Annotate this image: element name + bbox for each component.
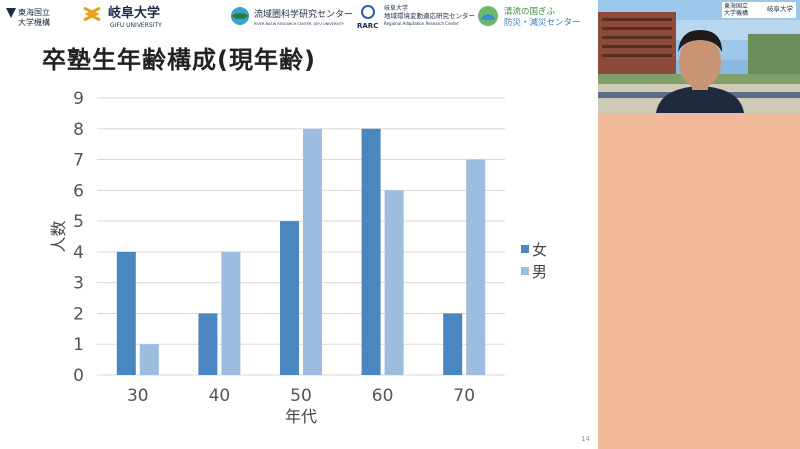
y-tick-label: 2 bbox=[73, 304, 84, 324]
bar-male-50 bbox=[303, 128, 322, 375]
badge-line1: 東海国立 bbox=[724, 3, 749, 10]
svg-text:地域環境変動適応研究センター: 地域環境変動適応研究センター bbox=[384, 11, 475, 20]
tokai-logo: 東海国立 大学機構 bbox=[6, 7, 50, 27]
legend-swatch-male bbox=[521, 267, 529, 275]
svg-text:Regional Adaptation Research C: Regional Adaptation Research Center bbox=[384, 21, 459, 26]
x-tick-label: 70 bbox=[453, 386, 475, 406]
legend-swatch-female bbox=[521, 245, 529, 253]
bar-male-70 bbox=[466, 159, 486, 375]
slide-title: 卒塾生年齢構成(現年齢) bbox=[42, 46, 316, 74]
bar-chart: 0 1 2 3 4 5 6 7 8 9 30 40 50 60 70 年代 人数女男 bbox=[49, 89, 547, 426]
svg-text:東海国立: 東海国立 bbox=[18, 7, 50, 17]
badge-line2: 大学機構 bbox=[724, 10, 749, 17]
bar-male-60 bbox=[384, 190, 404, 375]
bar-female-30 bbox=[116, 251, 136, 375]
y-tick-label: 1 bbox=[73, 335, 84, 355]
bar-female-40 bbox=[198, 313, 218, 375]
y-tick-label: 9 bbox=[73, 89, 84, 109]
gifu-univ-logo: 岐阜大学 GIFU UNIVERSITY bbox=[83, 5, 162, 29]
svg-text:流域圏科学研究センター: 流域圏科学研究センター bbox=[254, 8, 353, 20]
y-tick-label: 4 bbox=[73, 243, 84, 263]
svg-text:岐阜大学: 岐阜大学 bbox=[384, 4, 408, 12]
svg-text:RARC: RARC bbox=[357, 22, 378, 30]
badge-univ: 岐阜大学 bbox=[767, 5, 793, 13]
svg-text:GIFU UNIVERSITY: GIFU UNIVERSITY bbox=[110, 22, 162, 29]
legend-label-female: 女 bbox=[532, 241, 547, 259]
disaster-center-logo: 清流の国ぎふ 防災・減災センター bbox=[478, 6, 581, 28]
bar-female-50 bbox=[280, 221, 299, 375]
x-axis-title: 年代 bbox=[285, 407, 317, 426]
river-basin-logo: 流域圏科学研究センター RIVER BASIN RESEARCH CENTER,… bbox=[231, 7, 353, 26]
y-tick-label: 7 bbox=[73, 151, 84, 171]
rarc-logo: RARC 岐阜大学 地域環境変動適応研究センター Regional Adapta… bbox=[357, 4, 475, 30]
bar-male-30 bbox=[139, 344, 159, 375]
x-tick-label: 40 bbox=[209, 386, 231, 406]
y-tick-label: 3 bbox=[73, 274, 84, 294]
y-tick-label: 5 bbox=[73, 212, 84, 232]
bar-male-40 bbox=[221, 251, 241, 375]
svg-text:岐阜大学: 岐阜大学 bbox=[108, 5, 160, 21]
x-tick-label: 30 bbox=[127, 386, 149, 406]
speaker-video-feed: 東海国立 大学機構 岐阜大学 bbox=[598, 0, 800, 113]
y-axis-title: 人数 bbox=[49, 220, 68, 252]
svg-text:大学機構: 大学機構 bbox=[18, 17, 50, 27]
bar-female-60 bbox=[361, 128, 381, 375]
speaker-video-image bbox=[598, 0, 800, 113]
svg-text:防災・減災センター: 防災・減災センター bbox=[504, 17, 581, 28]
presentation-slide: 東海国立 大学機構 岐阜大学 GIFU UNIVERSITY 流域圏科学研究セン… bbox=[0, 0, 598, 449]
x-tick-label: 50 bbox=[290, 386, 312, 406]
header-logos: 東海国立 大学機構 岐阜大学 GIFU UNIVERSITY 流域圏科学研究セン… bbox=[6, 4, 581, 30]
y-tick-label: 6 bbox=[73, 181, 84, 201]
page-number: 14 bbox=[581, 435, 590, 443]
svg-text:清流の国ぎふ: 清流の国ぎふ bbox=[504, 6, 556, 17]
video-badge: 東海国立 大学機構 岐阜大学 bbox=[722, 2, 796, 18]
bar-female-70 bbox=[443, 313, 463, 375]
legend-label-male: 男 bbox=[532, 263, 547, 281]
y-tick-label: 8 bbox=[73, 120, 84, 140]
y-tick-label: 0 bbox=[73, 366, 84, 386]
svg-text:RIVER BASIN RESEARCH CENTER, G: RIVER BASIN RESEARCH CENTER, GIFU UNIVER… bbox=[254, 22, 345, 26]
x-tick-label: 60 bbox=[372, 386, 394, 406]
